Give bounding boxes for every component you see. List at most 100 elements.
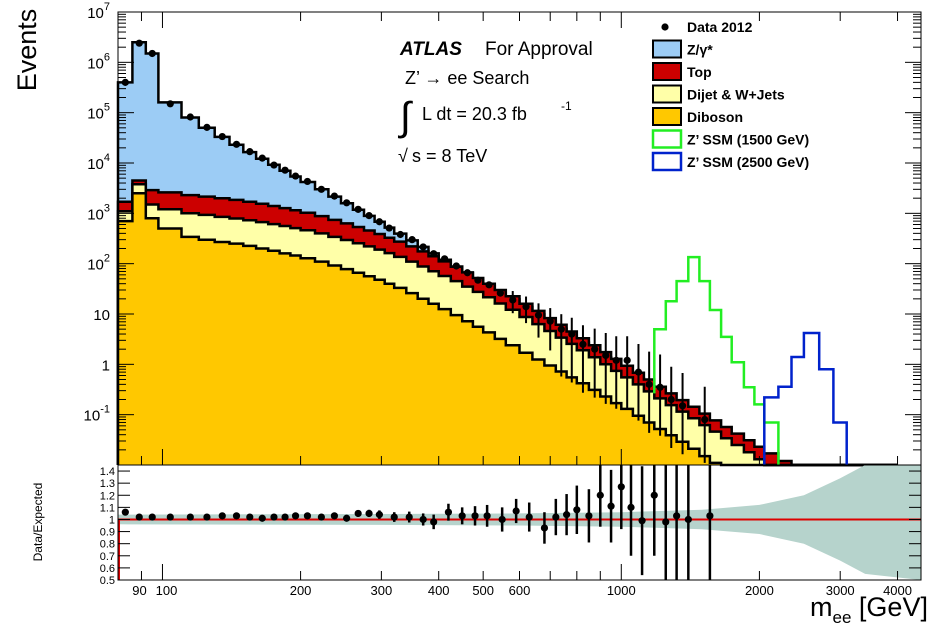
y-tick-label: 107 <box>87 1 110 22</box>
data-point <box>408 236 416 244</box>
data-point <box>557 325 565 333</box>
ratio-point <box>203 513 211 521</box>
data-point <box>509 296 517 304</box>
data-point <box>135 39 143 47</box>
data-point <box>396 230 404 239</box>
y-tick-label: 106 <box>87 51 110 72</box>
signal-line-2 <box>763 331 848 465</box>
ratio-point <box>607 502 615 510</box>
data-point <box>474 276 482 284</box>
y-tick-label: 1 <box>102 357 110 374</box>
ratio-point <box>706 512 714 520</box>
ratio-point <box>330 512 339 520</box>
ratio-point <box>673 512 681 520</box>
ratio-point <box>232 512 241 520</box>
ratio-point <box>617 483 625 491</box>
data-point <box>667 395 675 404</box>
stack-outline-top <box>116 179 898 467</box>
uncertainty-band-area <box>118 465 921 580</box>
x-tick-label: 100 <box>156 583 178 598</box>
data-point <box>463 269 472 277</box>
y-tick-exponent: 6 <box>104 51 110 63</box>
signal-line-1 <box>653 255 780 465</box>
ratio-point <box>650 491 658 499</box>
data-point <box>623 356 631 364</box>
data-point <box>634 368 643 376</box>
legend: Data 2012 Z/γ* Top Dijet & W+Jets Diboson Z’ … <box>651 19 809 172</box>
stack-outline-dijet <box>116 182 898 467</box>
ratio-y-tick-label: 0.5 <box>100 575 115 587</box>
data-point <box>218 132 226 141</box>
data-point <box>270 161 278 169</box>
ratio-point <box>375 511 383 519</box>
x-tick-label: 2000 <box>745 583 774 598</box>
experiment-label: ATLAS <box>399 39 462 60</box>
stacked-histograms <box>116 41 898 467</box>
data-point <box>186 113 194 121</box>
data-point <box>440 255 449 263</box>
data-point <box>317 185 325 193</box>
data-point <box>579 340 587 348</box>
x-tick-label: 600 <box>509 583 531 598</box>
ratio-plot: 1.41.31.21.110.90.80.70.60.5 90 100 200 300… <box>31 12 928 625</box>
data-point <box>645 380 653 388</box>
legend-swatch <box>651 151 683 172</box>
ratio-point <box>405 513 413 521</box>
data-point <box>291 172 300 180</box>
ratio-point <box>552 513 560 521</box>
x-tick-label: 1000 <box>607 583 636 598</box>
x-tick-label: 400 <box>428 583 450 598</box>
y-tick-exponent: 5 <box>104 102 110 114</box>
stack-fill-diboson <box>118 193 898 466</box>
legend-swatch <box>652 62 682 81</box>
ratio-y-tick-label: 1.1 <box>100 502 115 514</box>
ratio-point <box>258 514 266 522</box>
ratio-point <box>148 513 156 521</box>
x-tick-label: 500 <box>472 583 494 598</box>
ratio-point <box>166 513 174 521</box>
ratio-y-tick-label: 0.9 <box>100 527 115 539</box>
x-tick-label: 90 <box>132 583 146 598</box>
legend-label: Dijet & W+Jets <box>687 87 785 103</box>
data-point <box>522 303 530 311</box>
ratio-point <box>430 518 438 526</box>
ratio-y-tick-label: 0.7 <box>100 551 115 563</box>
status-label: For Approval <box>485 39 593 60</box>
ratio-y-tick-label: 1 <box>109 514 115 526</box>
ratio-point <box>303 512 312 520</box>
x-axis-label-sub: ee <box>833 608 852 625</box>
ratio-point <box>483 512 491 520</box>
ratio-point <box>627 503 635 511</box>
data-point <box>343 199 351 207</box>
legend-swatch <box>652 39 682 59</box>
data-point <box>365 212 373 220</box>
data-point <box>354 205 362 213</box>
integral-symbol: ∫ <box>398 95 414 139</box>
ratio-point <box>291 512 300 520</box>
data-point <box>612 356 620 364</box>
y-tick-label: 10 <box>93 307 110 324</box>
data-point <box>203 123 211 131</box>
data-point <box>485 281 493 289</box>
ratio-point <box>135 513 143 521</box>
ratio-y-tick-label: 1.2 <box>100 490 115 502</box>
process-label: Z’ → ee Search <box>405 68 529 88</box>
ratio-point <box>596 491 604 499</box>
legend-swatch <box>652 84 682 104</box>
ratio-point <box>343 514 351 522</box>
data-point <box>496 289 504 297</box>
y-tick-exponent: -1 <box>100 404 110 416</box>
x-axis-label: mee [GeV] <box>810 592 928 625</box>
y-tick-exponent: 4 <box>104 152 110 164</box>
x-ticks: 90 100 200 300 400 500 600 1000 2000 3000 4000 <box>117 12 912 598</box>
y-tick-label: 104 <box>87 152 110 173</box>
legend-swatch <box>652 107 682 126</box>
stack-outline-diboson <box>116 192 898 467</box>
ratio-point <box>540 524 549 532</box>
data-point <box>678 402 687 410</box>
data-point <box>330 192 339 200</box>
ratio-point <box>218 512 226 520</box>
lumi-exponent: -1 <box>561 99 572 113</box>
energy-label: s = 8 TeV <box>412 146 487 166</box>
